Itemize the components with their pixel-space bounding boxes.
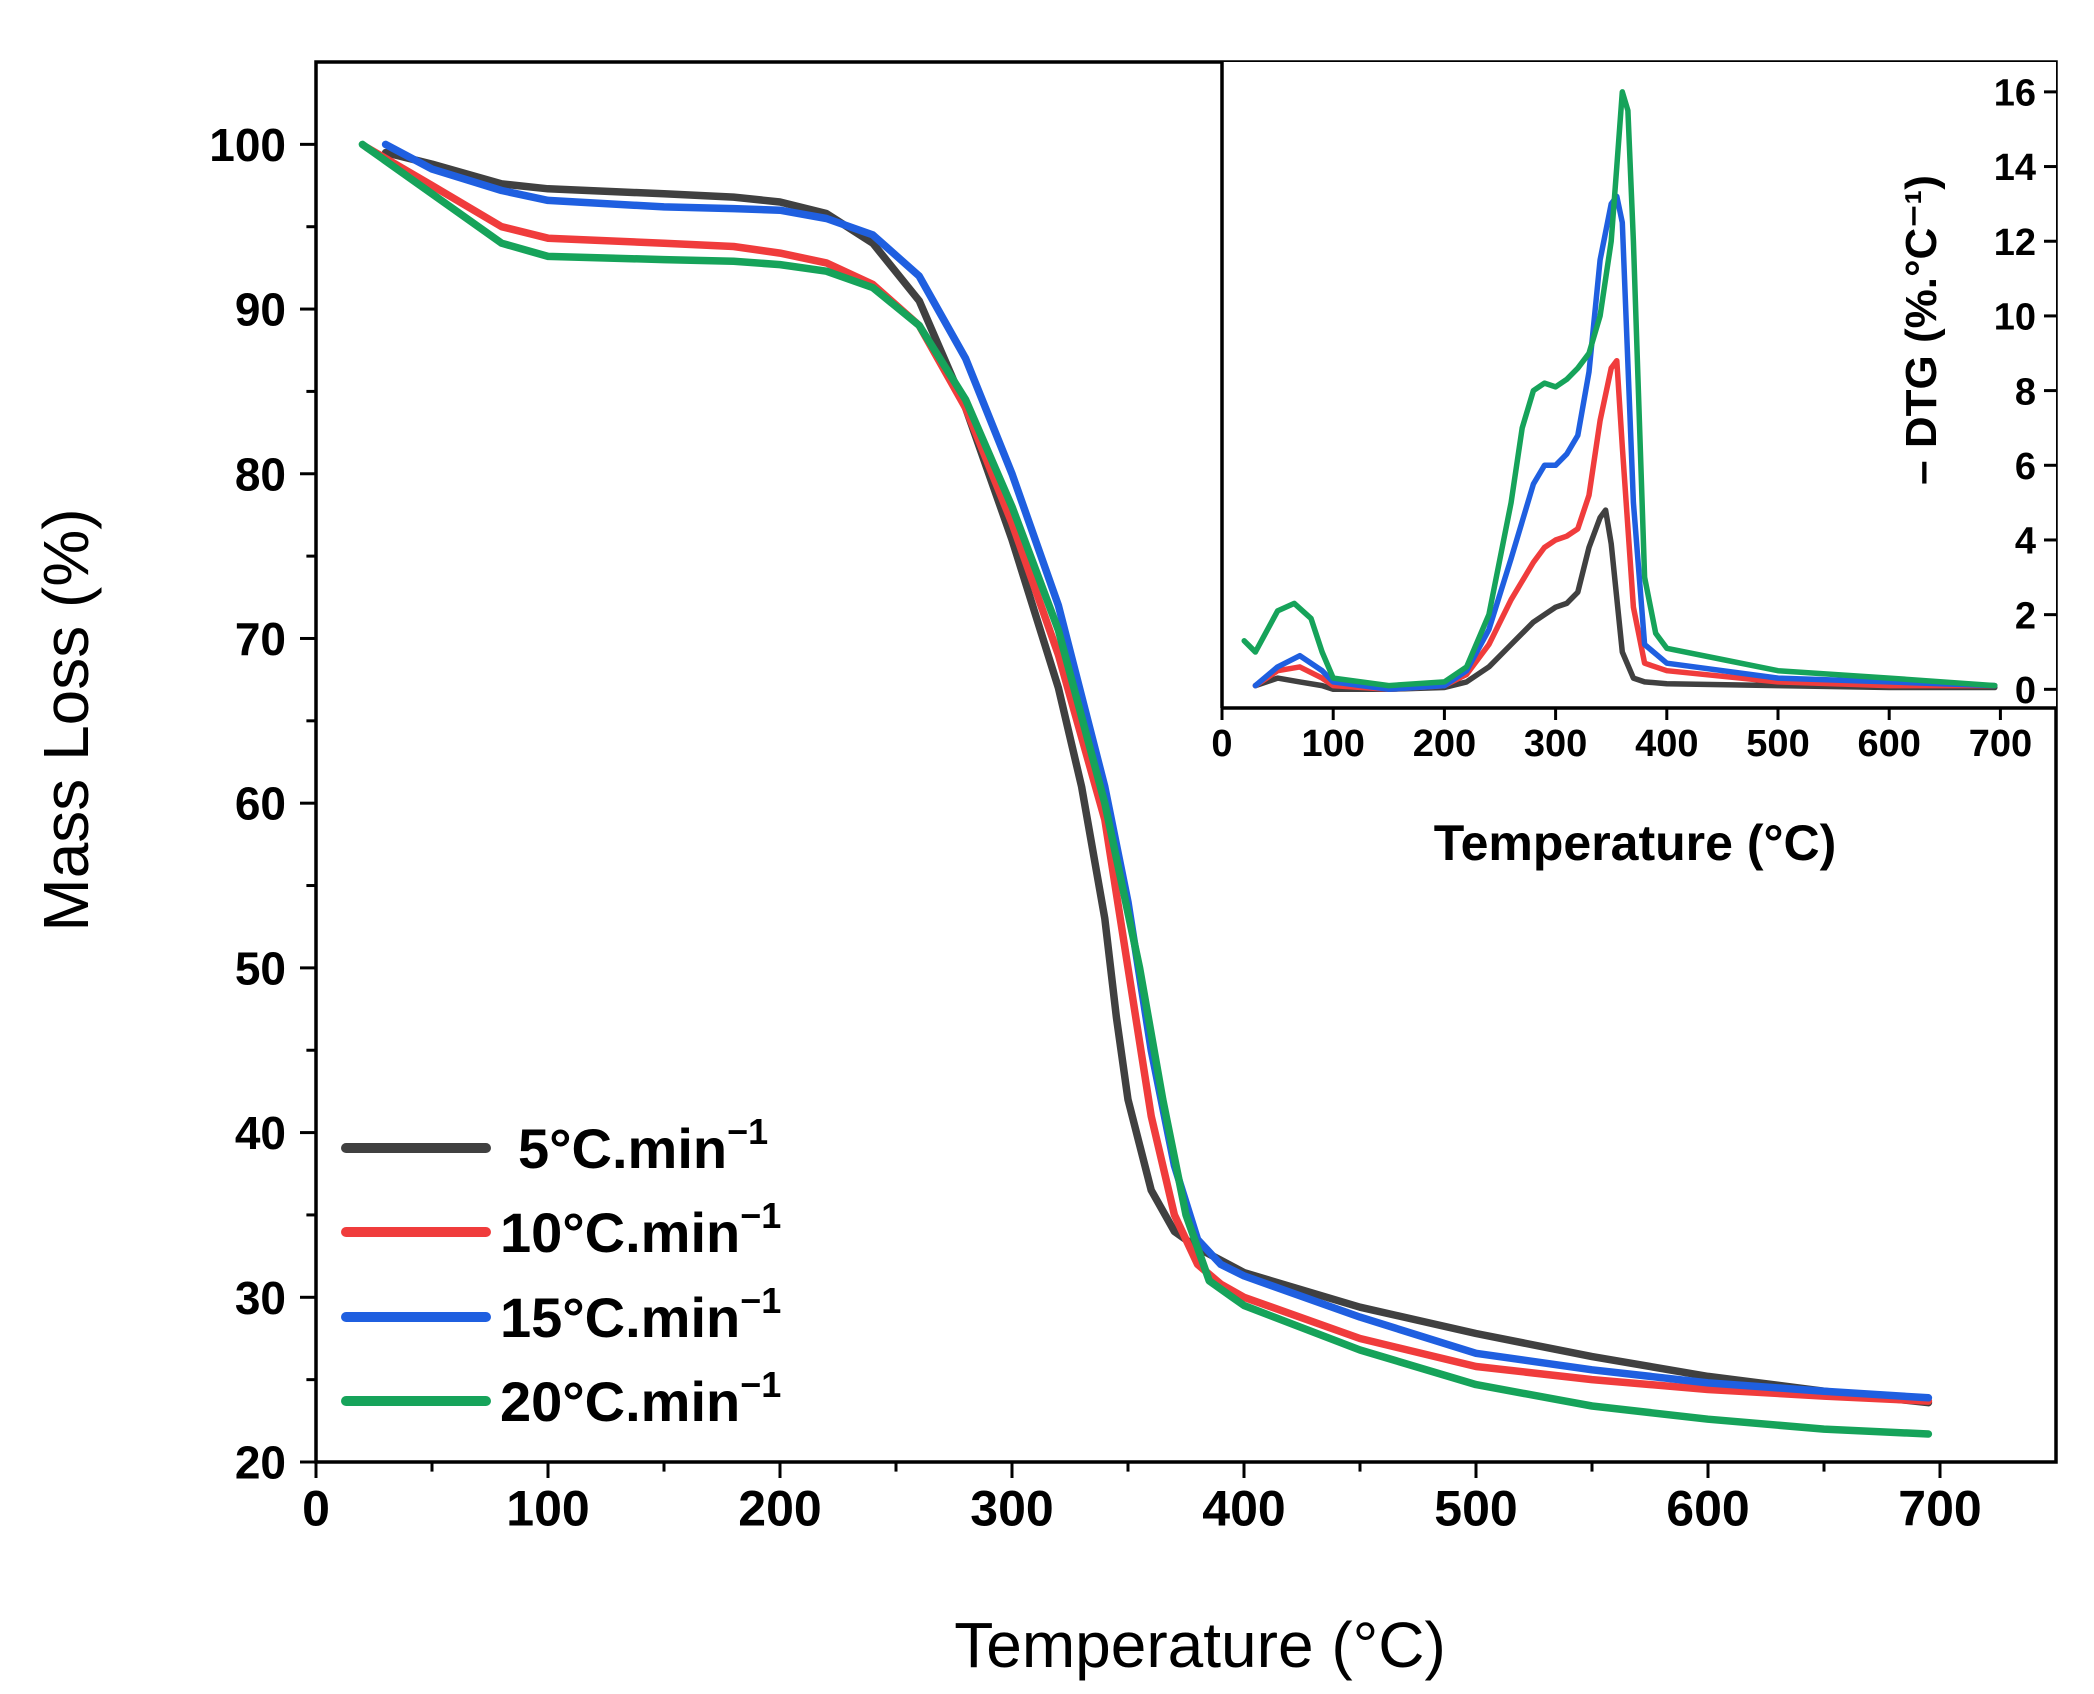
inset-series-line-1 xyxy=(1252,507,1998,693)
inset-x-tick-label: 700 xyxy=(1969,723,2032,765)
inset-series-line-2 xyxy=(1252,357,1998,693)
legend-label-20: 20°C.min−1 xyxy=(500,1364,781,1433)
main-x-tick-label: 200 xyxy=(738,1481,821,1537)
inset-x-axis-label: Temperature (°C) xyxy=(1434,815,1836,871)
legend-item: 20°C.min−1 xyxy=(341,1364,781,1433)
legend: 5°C.min−1 10°C.min−1 15°C.min−1 20°C.min… xyxy=(341,1111,781,1433)
main-x-axis-label: Temperature (°C) xyxy=(954,1609,1446,1681)
inset-y-tick-label: 16 xyxy=(1994,73,2036,115)
main-x-ticks: 0 100 200 300 400 500 600 700 xyxy=(302,1462,1982,1537)
main-x-tick-label: 700 xyxy=(1898,1481,1981,1537)
main-y-tick-label: 20 xyxy=(235,1437,286,1489)
legend-label-15: 15°C.min−1 xyxy=(500,1280,781,1349)
main-plot: 0 100 200 300 400 500 600 700 20304050607080901… xyxy=(30,60,2058,1681)
legend-label-5: 5°C.min−1 xyxy=(518,1111,768,1180)
inset-y-tick-label: 4 xyxy=(2015,521,2036,563)
legend-item: 10°C.min−1 xyxy=(341,1195,781,1264)
main-x-tick-label: 400 xyxy=(1202,1481,1285,1537)
inset-x-tick-label: 600 xyxy=(1857,723,1920,765)
legend-item: 5°C.min−1 xyxy=(341,1111,768,1180)
inset-y-tick-label: 8 xyxy=(2015,371,2036,413)
main-y-tick-label: 100 xyxy=(209,119,286,171)
main-y-tick-label: 30 xyxy=(235,1272,286,1324)
main-y-tick-label: 40 xyxy=(235,1107,286,1159)
inset-x-tick-label: 500 xyxy=(1746,723,1809,765)
legend-item: 15°C.min−1 xyxy=(341,1280,781,1349)
main-y-tick-label: 80 xyxy=(235,448,286,500)
main-x-tick-label: 500 xyxy=(1434,1481,1517,1537)
inset-x-ticks: 0 100 200 300 400 500 600 700 xyxy=(1211,708,2032,765)
main-y-axis-label: Mass Loss (%) xyxy=(30,508,102,931)
inset-y-tick-label: 6 xyxy=(2015,446,2036,488)
main-x-tick-label: 600 xyxy=(1666,1481,1749,1537)
main-x-tick-label: 0 xyxy=(302,1481,330,1537)
inset-series xyxy=(1241,89,1998,693)
inset-y-tick-label: 2 xyxy=(2015,595,2036,637)
main-series-line-2 xyxy=(363,143,1933,1405)
main-series xyxy=(358,140,1933,1438)
main-series-line-1 xyxy=(381,148,1933,1407)
inset-x-tick-label: 0 xyxy=(1211,723,1232,765)
inset-x-tick-label: 200 xyxy=(1413,723,1476,765)
main-y-ticks: 20 30 40 50 60 70 80 90 100 xyxy=(209,119,316,1489)
inset-y-ticks: 0 2 4 6 8 10 12 14 16 xyxy=(1994,73,2056,712)
main-plot-frame xyxy=(314,60,2058,1464)
inset-plot: 0 100 200 300 400 500 600 700 0 2 4 6 8 10 12 14 16 Tem… xyxy=(1211,62,2056,871)
main-series-line-3 xyxy=(381,140,1933,1402)
main-y-tick-label: 50 xyxy=(235,942,286,994)
inset-y-tick-label: 14 xyxy=(1994,147,2036,189)
inset-series-line-3 xyxy=(1252,193,1998,693)
inset-x-tick-label: 300 xyxy=(1524,723,1587,765)
main-y-tick-label: 90 xyxy=(235,284,286,336)
main-x-tick-label: 300 xyxy=(970,1481,1053,1537)
main-series-line-4 xyxy=(358,140,1933,1438)
inset-x-tick-label: 100 xyxy=(1301,723,1364,765)
main-x-tick-label: 100 xyxy=(506,1481,589,1537)
inset-y-tick-label: 0 xyxy=(2015,670,2036,712)
main-y-tick-label: 70 xyxy=(235,613,286,665)
inset-y-tick-label: 12 xyxy=(1994,222,2036,264)
legend-label-10: 10°C.min−1 xyxy=(500,1195,781,1264)
inset-x-tick-label: 400 xyxy=(1635,723,1698,765)
main-y-tick-label: 60 xyxy=(235,778,286,830)
inset-series-line-4 xyxy=(1241,89,1998,689)
inset-y-axis-label: – DTG (%.°C⁻¹) xyxy=(1897,175,1946,485)
inset-y-tick-label: 10 xyxy=(1994,297,2036,339)
